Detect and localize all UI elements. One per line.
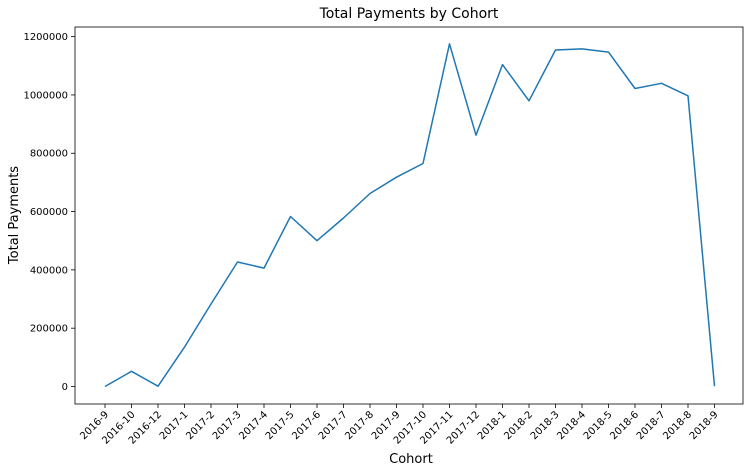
x-tick-label: 2018-5: [582, 409, 615, 442]
x-tick-label: 2018-1: [476, 409, 509, 442]
x-tick-label: 2018-4: [555, 409, 588, 442]
x-tick-label: 2017-4: [237, 409, 270, 442]
x-tick-label: 2018-6: [608, 409, 641, 442]
chart-title: Total Payments by Cohort: [319, 6, 499, 22]
x-tick-label: 2018-2: [502, 409, 535, 442]
x-tick-label: 2017-5: [264, 409, 297, 442]
x-tick-label: 2018-9: [688, 409, 721, 442]
series-line-0: [104, 43, 716, 388]
x-axis: 2016-92016-102016-122017-12017-22017-320…: [78, 404, 721, 447]
x-tick-label: 2017-1: [158, 409, 191, 442]
x-tick-label: 2017-3: [211, 409, 244, 442]
x-axis-title: Cohort: [389, 452, 433, 467]
y-tick-label: 1200000: [23, 32, 68, 43]
y-tick-label: 400000: [30, 265, 68, 276]
x-tick-label: 2017-6: [290, 409, 323, 442]
y-tick-label: 1000000: [23, 90, 68, 101]
y-tick-label: 200000: [30, 324, 68, 335]
x-tick-label: 2017-8: [343, 409, 376, 442]
series-layer: [104, 43, 716, 388]
x-tick-label: 2017-2: [184, 409, 217, 442]
y-tick-label: 600000: [30, 207, 68, 218]
y-tick-label: 0: [62, 382, 68, 393]
x-tick-label: 2017-7: [317, 409, 350, 442]
x-tick-label: 2018-3: [529, 409, 562, 442]
y-axis: 0 200000 400000 600000 800000 1000000 1200000: [23, 32, 75, 393]
y-tick-label: 800000: [30, 149, 68, 160]
y-axis-title: Total Payments: [7, 166, 22, 265]
plot-area-frame: [74, 26, 744, 405]
x-tick-label: 2018-7: [635, 409, 668, 442]
x-tick-label: 2018-8: [661, 409, 694, 442]
